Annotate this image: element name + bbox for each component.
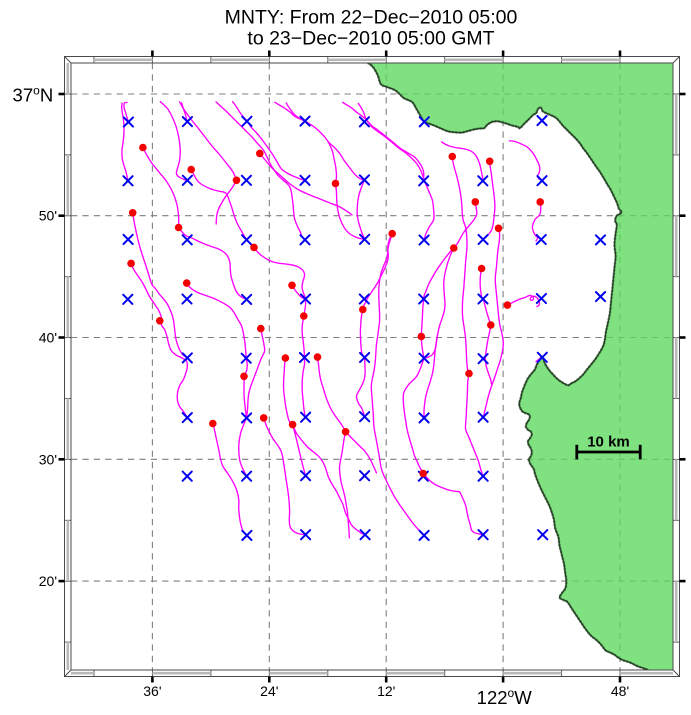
svg-text:12': 12' [377,683,395,699]
svg-text:to 23−Dec−2010 05:00 GMT: to 23−Dec−2010 05:00 GMT [247,28,494,50]
svg-text:37oN: 37oN [13,83,54,105]
svg-text:122oW: 122oW [477,686,533,708]
svg-text:40': 40' [39,330,57,346]
svg-text:10 km: 10 km [587,434,630,451]
svg-text:MNTY: From 22−Dec−2010 05:00: MNTY: From 22−Dec−2010 05:00 [225,7,518,29]
svg-text:20': 20' [39,573,57,589]
svg-text:30': 30' [39,451,57,467]
svg-text:50': 50' [39,208,57,224]
svg-text:36': 36' [143,683,161,699]
svg-text:24': 24' [260,683,278,699]
svg-text:48': 48' [611,683,629,699]
